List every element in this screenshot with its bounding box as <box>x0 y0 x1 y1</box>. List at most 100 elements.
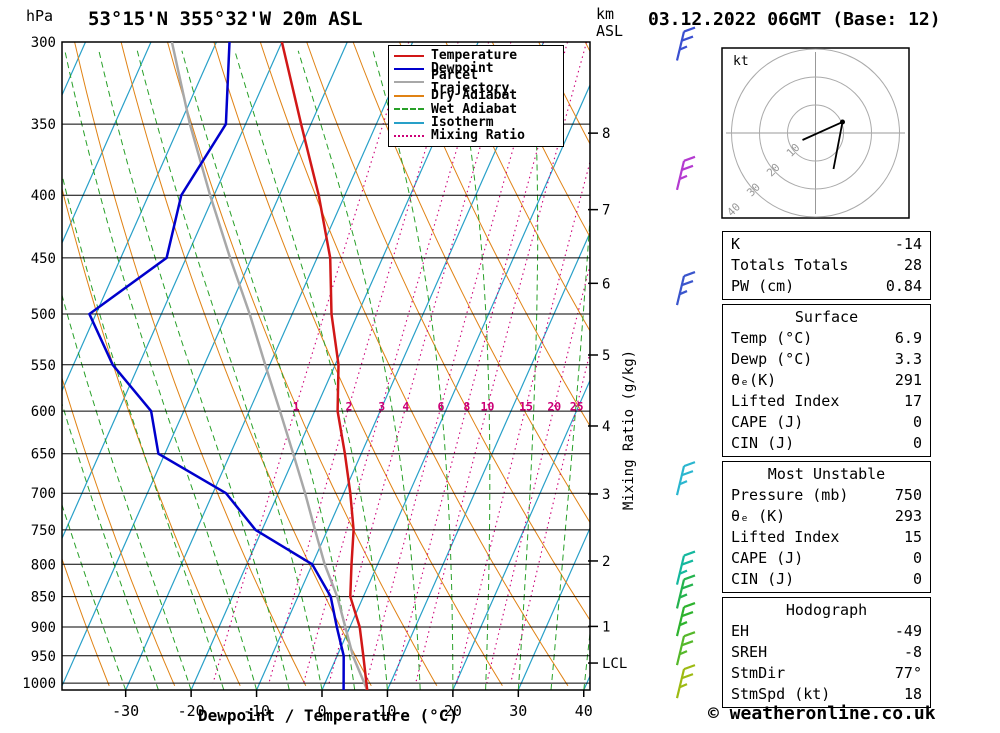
mixing-ratio-label: 25 <box>570 400 584 414</box>
temp-tick-label: 0 <box>317 702 326 720</box>
mixing-ratio-label: 10 <box>481 400 495 414</box>
legend-label: Dry Adiabat <box>431 88 518 104</box>
wind-barb <box>675 664 696 699</box>
stat-label: θₑ(K) <box>731 371 777 389</box>
pressure-tick-label: 600 <box>31 404 56 420</box>
wind-barb <box>675 461 696 496</box>
stat-label: Lifted Index <box>731 392 840 410</box>
km-tick-label: 6 <box>602 276 610 292</box>
temp-tick-label: 30 <box>509 702 527 720</box>
stat-row: CIN (J) 0 <box>731 569 922 590</box>
stats-box-surface: Surface Temp (°C) 6.9 Dewp (°C) 3.3 θₑ(K) 291 L… <box>722 304 931 457</box>
stat-value: 750 <box>894 486 922 504</box>
hodograph-ring <box>731 48 900 218</box>
stat-row: PW (cm) 0.84 <box>731 276 922 297</box>
km-tick-label: LCL <box>602 656 627 672</box>
stat-row: CIN (J) 0 <box>731 433 922 454</box>
stat-label: θₑ (K) <box>731 507 786 525</box>
pressure-tick-label: 850 <box>31 590 56 606</box>
stat-value: 15 <box>903 528 922 546</box>
legend-label: Isotherm <box>431 114 494 130</box>
km-tick-label: 5 <box>602 348 610 364</box>
pressure-tick-label: 350 <box>31 117 56 133</box>
stat-row: CAPE (J) 0 <box>731 412 922 433</box>
stat-value: 291 <box>894 371 922 389</box>
legend-line-swatch <box>394 108 424 111</box>
hodograph-ring <box>759 76 872 190</box>
parcel-trajectory-curve <box>170 42 369 690</box>
copyright: © weatheronline.co.uk <box>708 703 936 724</box>
hodograph-trace-dot <box>840 119 845 125</box>
pressure-axis: 300 350 400 450 500 550 600 650 700 750 800 850 900 9… <box>22 35 56 692</box>
stat-value: 0 <box>912 413 922 431</box>
mixing-ratio-axis-title: Mixing Ratio (g/kg) <box>621 349 637 511</box>
stats-box-title: Surface <box>794 308 859 326</box>
legend-line-swatch <box>394 54 424 57</box>
pressure-tick-label: 300 <box>31 35 56 51</box>
temp-tick-label: 20 <box>444 702 462 720</box>
wind-barb <box>675 602 696 637</box>
stat-row: Totals Totals 28 <box>731 255 922 276</box>
pressure-tick-label: 800 <box>31 557 56 573</box>
pressure-tick-label: 550 <box>31 358 56 374</box>
x-axis-title: Dewpoint / Temperature (°C) <box>197 706 459 725</box>
legend-item: Dry Adiabat <box>394 88 558 104</box>
altitude-axis: 8 7 6 5 4 3 2 1 LCL <box>588 126 627 672</box>
pressure-tick-label: 750 <box>31 523 56 539</box>
mixing-ratio-label: 15 <box>519 400 533 414</box>
legend-label: Wet Adiabat <box>431 101 518 117</box>
stats-box-hodograph: Hodograph EH -49 SREH -8 StmDir 77° StmSpd (kt)… <box>722 597 931 708</box>
stats-box-title: Hodograph <box>785 601 868 619</box>
mixing-ratio-label: 3 <box>378 400 385 414</box>
stat-label: CIN (J) <box>731 570 795 588</box>
temp-tick-label: 40 <box>575 702 593 720</box>
stat-row: Lifted Index 17 <box>731 391 922 412</box>
legend-item: Wet Adiabat <box>394 101 558 117</box>
mixing-ratio-label: 2 <box>346 400 353 414</box>
legend-line-swatch <box>394 81 424 84</box>
stat-label: CIN (J) <box>731 434 795 452</box>
stat-value: -14 <box>894 235 922 253</box>
temp-tick-label: -20 <box>178 702 205 720</box>
mixing-ratio-label: 1 <box>293 400 300 414</box>
km-tick-label: 1 <box>602 619 610 635</box>
mixing-ratio-label: 6 <box>438 400 445 414</box>
pressure-tick-label: 650 <box>31 447 56 463</box>
stat-value: 3.3 <box>894 350 922 368</box>
stat-value: 293 <box>894 507 922 525</box>
hodograph-ring <box>787 104 844 162</box>
legend-label: Dewpoint <box>431 61 494 77</box>
stat-value: 77° <box>894 664 922 682</box>
stats-box-indices: K -14 Totals Totals 28 PW (cm) 0.84 <box>722 231 931 300</box>
stat-value: 0 <box>912 434 922 452</box>
stat-row: StmDir 77° <box>731 663 922 684</box>
legend-item: Parcel Trajectory <box>394 69 558 96</box>
stat-label: CAPE (J) <box>731 413 804 431</box>
stat-row: StmSpd (kt) 18 <box>731 684 922 705</box>
pressure-tick-label: 950 <box>31 649 56 665</box>
km-tick-label: 2 <box>602 554 610 570</box>
stat-label: EH <box>731 622 750 640</box>
temp-tick-label: 10 <box>378 702 396 720</box>
stat-label: Lifted Index <box>731 528 840 546</box>
stat-label: StmSpd (kt) <box>731 685 831 703</box>
temperature-axis: -30 -20 -10 0 10 20 30 40 <box>112 690 593 720</box>
wind-barb <box>675 631 696 666</box>
station-title: 53°15'N 355°32'W 20m ASL <box>88 8 363 30</box>
altitude-unit-km: km <box>596 5 615 23</box>
stat-value: 28 <box>903 256 922 274</box>
temp-tick-label: -30 <box>112 702 139 720</box>
stat-value: 17 <box>903 392 922 410</box>
stat-row: EH -49 <box>731 621 922 642</box>
km-tick-label: 3 <box>602 487 610 503</box>
stat-label: StmDir <box>731 664 786 682</box>
stat-row: θₑ (K) 293 <box>731 506 922 527</box>
stat-row: Pressure (mb) 750 <box>731 485 922 506</box>
legend-label: Mixing Ratio <box>431 128 525 144</box>
stat-row: CAPE (J) 0 <box>731 548 922 569</box>
stats-panel: K -14 Totals Totals 28 PW (cm) 0.84 Surface Tem… <box>722 231 931 708</box>
km-tick-label: 4 <box>602 419 610 435</box>
legend-label: Temperature <box>431 48 518 63</box>
wind-barb <box>675 155 696 191</box>
